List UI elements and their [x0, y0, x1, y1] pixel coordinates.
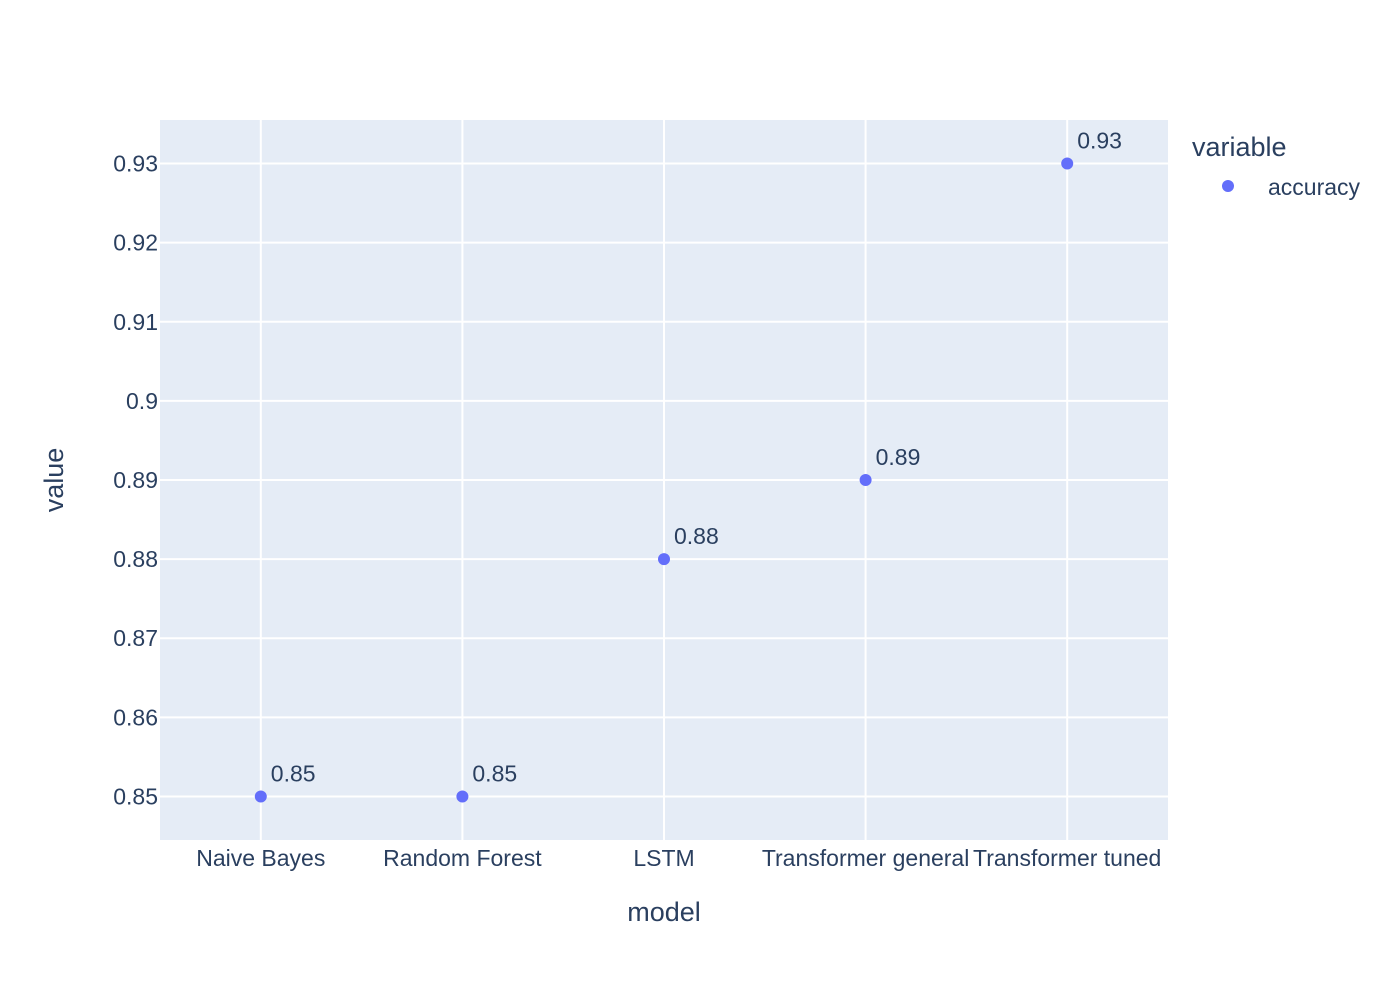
data-point[interactable]: [658, 553, 670, 566]
x-tick-label: Transformer tuned: [973, 845, 1161, 871]
data-point[interactable]: [1061, 157, 1074, 170]
y-tick-label: 0.89: [113, 467, 158, 493]
y-tick-label: 0.91: [113, 309, 158, 335]
x-tick-label: LSTM: [633, 845, 694, 871]
data-point[interactable]: [254, 790, 267, 803]
x-tick-label: Naive Bayes: [196, 845, 325, 871]
data-label: 0.88: [674, 523, 719, 549]
grid-lines: [160, 120, 1168, 840]
y-tick-label: 0.87: [113, 625, 158, 651]
legend-marker-accuracy[interactable]: [1222, 180, 1234, 192]
x-axis-ticks: Naive Bayes Random Forest LSTM Transformer …: [196, 845, 1161, 871]
x-axis-title: model: [627, 897, 701, 927]
y-axis-title: value: [39, 448, 69, 513]
data-label: 0.85: [472, 760, 517, 786]
y-tick-label: 0.93: [113, 151, 158, 177]
data-points[interactable]: [254, 157, 1074, 803]
data-point[interactable]: [859, 474, 872, 486]
x-tick-label: Random Forest: [383, 845, 542, 871]
data-point[interactable]: [456, 790, 469, 803]
y-tick-label: 0.86: [113, 704, 158, 730]
data-label: 0.89: [876, 444, 921, 470]
y-tick-label: 0.92: [113, 230, 158, 256]
y-tick-label: 0.88: [113, 546, 158, 572]
data-label: 0.93: [1077, 128, 1122, 154]
y-tick-label: 0.85: [113, 783, 158, 809]
legend-title: variable: [1192, 132, 1287, 162]
data-label: 0.85: [271, 760, 316, 786]
legend-label-accuracy[interactable]: accuracy: [1268, 174, 1361, 200]
y-axis-ticks: 0.85 0.86 0.87 0.88 0.89 0.9 0.91 0.92 0.93: [113, 151, 158, 810]
legend[interactable]: variable accuracy: [1192, 132, 1361, 200]
y-tick-label: 0.9: [126, 388, 158, 414]
data-labels: 0.85 0.85 0.88 0.89 0.93: [271, 128, 1122, 787]
x-tick-label: Transformer general: [762, 845, 970, 871]
